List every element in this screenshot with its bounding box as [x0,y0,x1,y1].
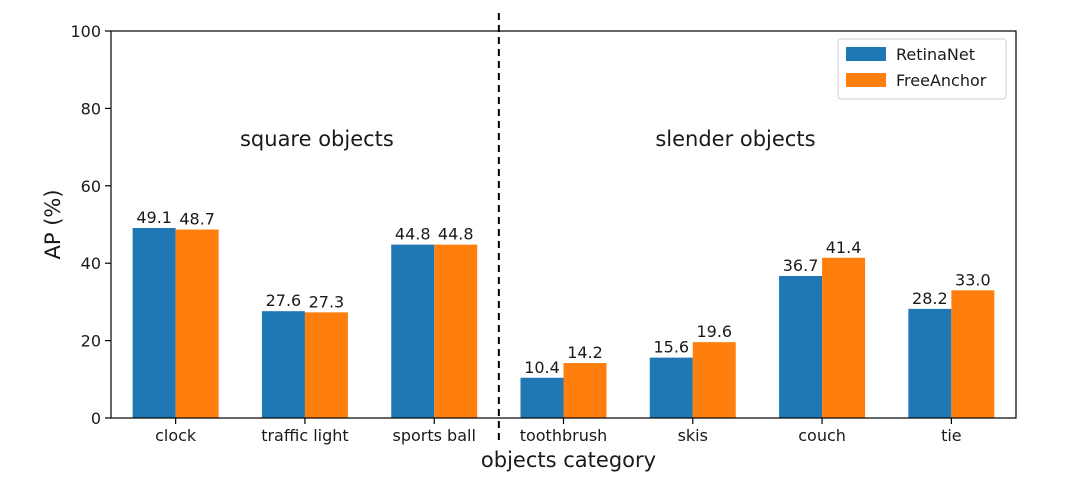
bar-value-label: 36.7 [783,256,819,275]
bar-value-label: 19.6 [696,322,732,341]
bar-value-label: 41.4 [826,238,862,257]
bar-retinanet-traffic-light [261,311,305,418]
x-tick-label: clock [155,426,197,445]
bar-freeanchor-skis [692,342,736,418]
bar-retinanet-tie [908,308,952,418]
x-tick-label: skis [678,426,708,445]
bar-freeanchor-couch [822,257,866,418]
y-axis-label: AP (%) [41,189,65,259]
bar-retinanet-sports-ball [391,244,435,418]
bar-retinanet-toothbrush [520,377,564,418]
bar-value-label: 49.1 [136,208,172,227]
legend-label-freeanchor: FreeAnchor [896,71,987,90]
bar-freeanchor-tie [951,290,995,418]
legend: RetinaNet FreeAnchor [837,38,1007,100]
bar-freeanchor-sports-ball [434,244,478,418]
y-tick-label: 20 [81,332,101,351]
bar-retinanet-clock [132,227,176,418]
bar-value-label: 10.4 [524,358,560,377]
bar-freeanchor-toothbrush [563,363,607,418]
bar-value-label: 15.6 [653,338,689,357]
bar-value-label: 48.7 [179,210,215,229]
x-tick-label: couch [798,426,846,445]
bar-retinanet-couch [779,275,823,418]
y-tick-label: 0 [91,409,101,428]
bar-value-label: 27.3 [309,292,345,311]
x-tick-label: tie [941,426,962,445]
bar-freeanchor-traffic-light [304,312,348,418]
annotation-square-objects: square objects [240,127,394,151]
bar-retinanet-skis [649,357,693,418]
x-tick-label: traffic light [261,426,348,445]
legend-swatch-retinanet [846,47,886,61]
y-tick-label: 80 [81,99,101,118]
legend-label-retinanet: RetinaNet [896,45,975,64]
bar-freeanchor-clock [175,229,219,418]
y-tick-label: 100 [70,22,101,41]
x-tick-label: toothbrush [520,426,608,445]
bar-value-label: 27.6 [266,291,302,310]
bar-value-label: 33.0 [955,270,991,289]
bar-value-label: 14.2 [567,343,603,362]
x-axis-label: objects category [481,448,656,472]
x-tick-label: sports ball [393,426,476,445]
bar-value-label: 44.8 [395,225,431,244]
legend-swatch-freeanchor [846,73,886,87]
annotation-slender-objects: slender objects [655,127,815,151]
bar-value-label: 28.2 [912,289,948,308]
bar-value-label: 44.8 [438,225,474,244]
y-tick-label: 40 [81,254,101,273]
y-tick-label: 60 [81,177,101,196]
